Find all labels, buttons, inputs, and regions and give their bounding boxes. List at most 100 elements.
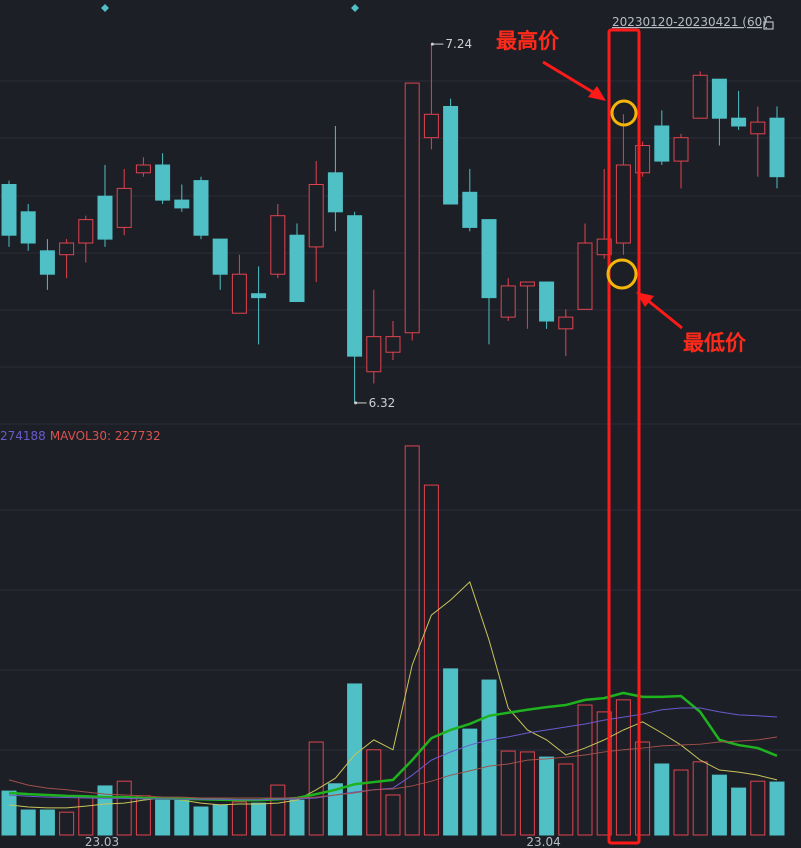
volume-bar	[692, 761, 708, 836]
candle-body	[174, 199, 190, 209]
candle-body	[519, 281, 535, 287]
volume-bar	[366, 749, 382, 836]
volume-bar	[423, 484, 439, 836]
callout-dot	[354, 401, 358, 405]
marker	[351, 4, 359, 12]
candle-body	[97, 195, 113, 240]
arrow-head	[636, 292, 654, 307]
candle-body	[155, 164, 171, 201]
annotation: 最低价	[683, 331, 747, 355]
volume-bar	[289, 799, 305, 836]
arrow-head	[588, 86, 606, 101]
candle-body	[78, 219, 94, 244]
volume-bar	[20, 809, 36, 836]
candle-body	[327, 172, 343, 213]
volume-bar	[635, 741, 651, 836]
candle-body	[443, 105, 459, 205]
candle-body	[654, 125, 670, 162]
volume-bar	[116, 780, 132, 836]
candle-body	[673, 137, 689, 162]
candle-body	[366, 336, 382, 373]
candle-body	[769, 117, 785, 178]
lock-icon	[763, 15, 774, 30]
x-tick-label: 23.03	[85, 835, 119, 848]
low-circle	[606, 258, 638, 290]
volume-ma-line	[8, 581, 778, 809]
candle-body	[539, 281, 555, 322]
candle-body	[731, 117, 747, 127]
high-circle	[610, 99, 638, 127]
volume-bar	[596, 711, 612, 836]
candle-body	[251, 293, 267, 299]
volume-bar	[59, 811, 75, 836]
x-axis: 23.03 23.04	[85, 835, 561, 848]
annotation: 最高价	[496, 29, 560, 53]
indicator-legend: 274188 MAVOL30: 227732	[0, 429, 161, 443]
candle-body	[116, 187, 132, 228]
arrow	[645, 297, 683, 330]
callout-dot	[430, 42, 434, 46]
candle-body	[385, 336, 401, 353]
callout-label: 6.32	[369, 396, 396, 410]
arrow	[542, 60, 597, 96]
candle-body	[59, 242, 75, 256]
volume-bar	[731, 787, 747, 836]
candle-body	[500, 285, 516, 318]
volume-bar	[270, 784, 286, 836]
candle-body	[39, 250, 55, 275]
candle-body	[20, 211, 36, 244]
candle-body	[193, 180, 209, 236]
volume-bar	[385, 794, 401, 836]
candle-body	[462, 191, 478, 228]
grid	[0, 80, 801, 751]
callout-label: 7.24	[445, 37, 472, 51]
candle-body	[615, 164, 631, 244]
candle-body	[481, 219, 497, 299]
volume-bar	[347, 683, 363, 836]
volume-bar	[212, 804, 228, 836]
candle-body	[212, 238, 228, 275]
volume-bar	[750, 780, 766, 836]
volume-bar	[577, 704, 593, 836]
candle-body	[289, 234, 305, 303]
volume-pane	[1, 445, 785, 836]
volume-bar	[231, 801, 247, 836]
volume-bar	[155, 799, 171, 836]
highlight: 最高价 最低价	[496, 28, 747, 845]
candle-body	[270, 215, 286, 275]
candle-body	[135, 164, 151, 174]
volume-bar	[769, 781, 785, 836]
volume-bar	[711, 774, 727, 836]
volume-bar	[481, 679, 497, 836]
volume-bar	[1, 790, 17, 836]
candle-body	[711, 78, 727, 119]
price-pane: 7.24 6.32	[1, 37, 785, 410]
candle-body	[423, 113, 439, 139]
volume-bar	[615, 699, 631, 836]
volume-bar	[251, 802, 267, 836]
volume-bar	[539, 756, 555, 836]
volume-bar	[39, 809, 55, 836]
candle-body	[404, 82, 420, 334]
volume-ma-line	[8, 736, 778, 799]
volume-bar	[558, 763, 574, 836]
candle-body	[347, 215, 363, 357]
candle-body	[750, 121, 766, 135]
x-tick-label: 23.04	[526, 835, 560, 848]
candle-body	[692, 74, 708, 119]
highlight-box	[607, 28, 641, 845]
volume-bar	[673, 769, 689, 836]
candle-body	[308, 184, 324, 248]
volume-bar	[654, 763, 670, 836]
candle-body	[577, 242, 593, 310]
candle-body	[558, 316, 574, 330]
candle-body	[231, 273, 247, 314]
volume-bar	[174, 799, 190, 836]
candle-body	[1, 184, 17, 236]
volume-ma-line	[8, 707, 778, 801]
volume-bar	[327, 783, 343, 836]
range-label[interactable]: 20230120-20230421 (60)	[612, 15, 767, 29]
volume-bar	[519, 751, 535, 836]
volume-ma-line	[8, 691, 778, 802]
